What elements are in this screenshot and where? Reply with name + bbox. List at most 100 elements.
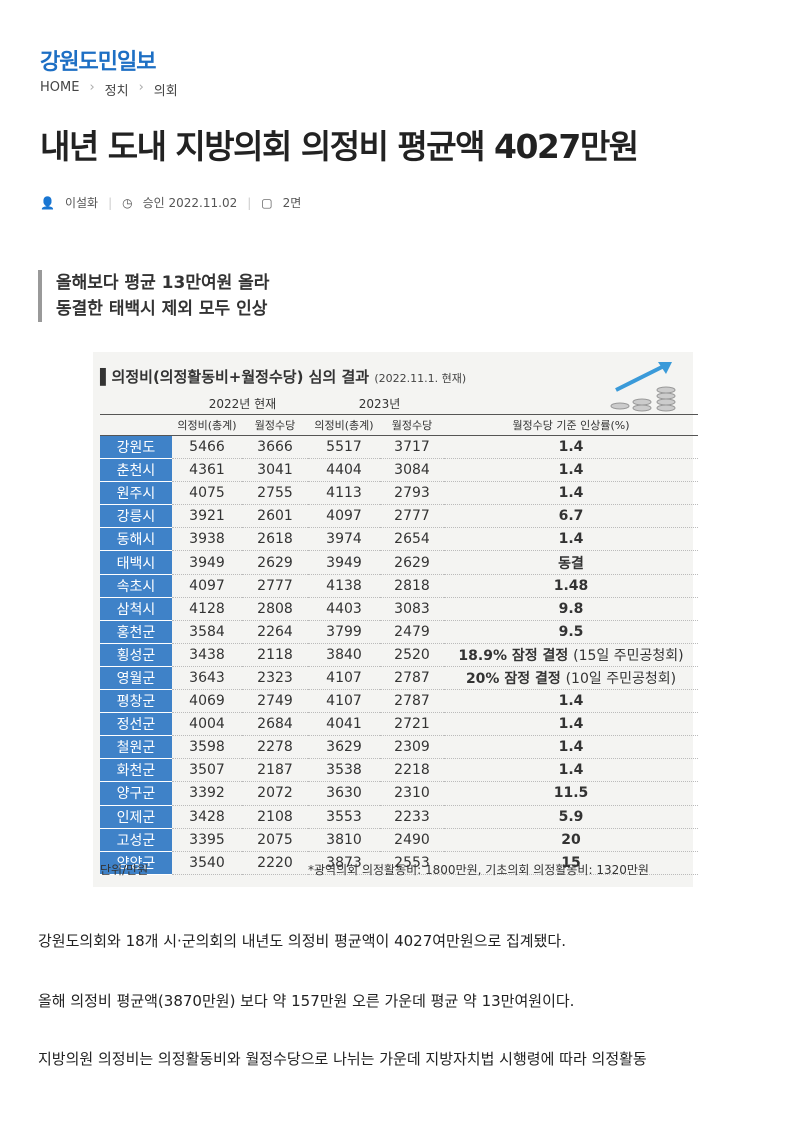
subtitle-line: 올해보다 평균 13만여원 올라 [56,273,270,293]
value-cell: 3584 [172,620,242,644]
header-row: 의정비(총계) 월정수당 의정비(총계) 월정수당 월정수당 기준 인상률(%) [100,414,698,436]
value-cell: 2323 [242,666,308,691]
rate: 11.5 [553,785,589,802]
value-cell: 2749 [242,689,308,714]
value-cell: 3630 [308,781,380,806]
header-cell: 월정수당 [380,414,444,436]
header-cell: 월정수당 기준 인상률(%) [444,414,698,436]
value-cell: 4041 [308,712,380,737]
value-cell: 2755 [242,481,308,506]
value-cell: 3598 [172,735,242,760]
value-cell: 3666 [242,435,308,460]
value-cell: 3629 [308,735,380,760]
region-cell: 횡성군 [100,643,172,667]
value-cell: 2654 [380,527,444,552]
crumb[interactable]: 의회 [153,84,178,99]
logo[interactable]: 강원도민일보 [40,50,156,75]
rate: 15 [561,854,581,871]
region-cell: 고성군 [100,828,172,852]
value-cell: 3974 [308,527,380,552]
value-cell: 2520 [380,643,444,667]
value-cell: 2618 [242,527,308,552]
rate: 1.4 [558,485,584,502]
table-row: 원주시 4075 2755 4113 2793 1.4 [100,481,698,506]
rate-cell: 9.5 [444,620,698,644]
value-cell: 3840 [308,643,380,667]
value-cell: 3438 [172,643,242,667]
value-cell: 3949 [308,550,380,575]
header-cell: 의정비(총계) [172,414,242,436]
rate-note: (15일 주민공청회) [573,647,684,664]
value-cell: 2309 [380,735,444,760]
separator: › [138,80,144,95]
rate-cell: 6.7 [444,504,698,529]
paragraph: 지방의원 의정비는 의정활동비와 월정수당으로 나뉘는 가운데 지방자치법 시행… [38,1050,647,1068]
paragraph: 올해 의정비 평균액(3870만원) 보다 약 157만원 오른 가운데 평균 … [38,992,575,1010]
table-row: 평창군 4069 2749 4107 2787 1.4 [100,689,698,714]
value-cell: 3083 [380,597,444,621]
breadcrumb: HOME › 정치 › 의회 [40,80,178,99]
table-row: 양구군 3392 2072 3630 2310 11.5 [100,781,698,806]
value-cell: 3810 [308,828,380,852]
table-row: 고성군 3395 2075 3810 2490 20 [100,828,698,852]
value-cell: 4128 [172,597,242,621]
rate: 동결 [558,555,584,572]
value-cell: 2187 [242,758,308,783]
coins-icon [610,362,676,412]
table-date: (2022.11.1. 현재) [374,372,467,385]
unit: 단위/만원 [100,863,149,877]
value-cell: 2818 [380,574,444,598]
header-cell [100,414,172,436]
rate: 5.9 [558,808,584,825]
rate: 6.7 [558,508,584,525]
rate-cell: 20 [444,828,698,852]
rate-cell: 1.4 [444,758,698,783]
table-title-text: 의정비(의정활동비+월정수당) 심의 결과 [111,368,370,386]
table-body: 강원도 5466 3666 5517 3717 1.4 춘천시 4361 3041 4404 308… [100,435,698,875]
value-cell: 2310 [380,781,444,806]
value-cell: 3717 [380,435,444,460]
rate-cell: 1.4 [444,689,698,714]
rate: 1.4 [558,739,584,756]
rate: 1.4 [558,462,584,479]
group-header: 2023년 [358,397,401,411]
region-cell: 삼척시 [100,597,172,621]
rate: 1.4 [558,762,584,779]
value-cell: 3540 [172,851,242,875]
rate-cell: 20% 잠정 결정 (10일 주민공청회) [444,666,698,691]
group-header: 2022년 현재 [208,397,277,411]
value-cell: 2218 [380,758,444,783]
value-cell: 4404 [308,458,380,483]
value-cell: 4113 [308,481,380,506]
value-cell: 3428 [172,805,242,829]
value-cell: 2233 [380,805,444,829]
page: 2면 [282,196,302,210]
rate: 1.4 [558,439,584,456]
region-cell: 원주시 [100,481,172,506]
rate-cell: 18.9% 잠정 결정 (15일 주민공청회) [444,643,698,667]
table: 의정비(총계) 월정수당 의정비(총계) 월정수당 월정수당 기준 인상률(%)… [100,414,698,875]
value-cell: 2118 [242,643,308,667]
region-cell: 평창군 [100,689,172,714]
rate-cell: 15 [444,851,698,875]
table-row: 강원도 5466 3666 5517 3717 1.4 [100,435,698,460]
table-row: 강릉시 3921 2601 4097 2777 6.7 [100,504,698,529]
value-cell: 2793 [380,481,444,506]
rate-cell: 11.5 [444,781,698,806]
value-cell: 4004 [172,712,242,737]
rate-cell: 5.9 [444,805,698,829]
rate-cell: 1.4 [444,481,698,506]
value-cell: 4107 [308,689,380,714]
clock-icon: ◷ [122,195,133,210]
value-cell: 4075 [172,481,242,506]
value-cell: 2777 [242,574,308,598]
crumb[interactable]: 정치 [104,84,129,99]
region-cell: 춘천시 [100,458,172,483]
rate-cell: 1.4 [444,712,698,737]
divider: | [247,195,252,210]
table-row: 횡성군 3438 2118 3840 2520 18.9% 잠정 결정 (15일 주민공청… [100,643,698,667]
rate: 1.48 [553,577,589,594]
crumb[interactable]: HOME [40,80,80,95]
value-cell: 2787 [380,689,444,714]
rate-cell: 1.48 [444,574,698,598]
